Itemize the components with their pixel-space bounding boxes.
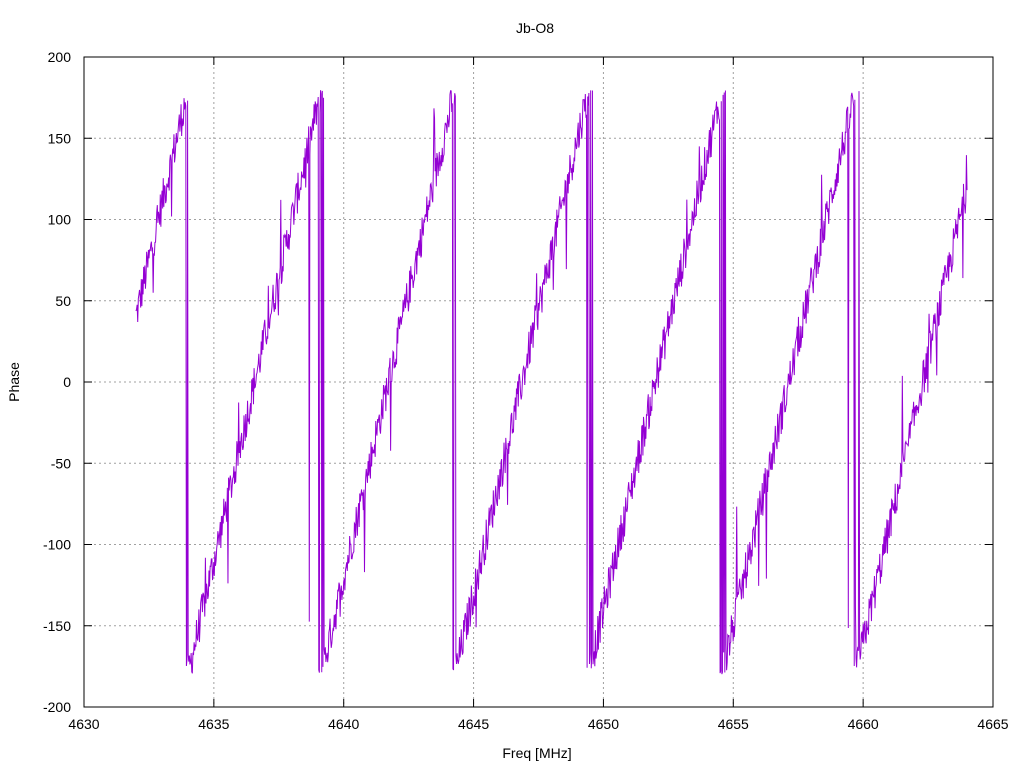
y-tick-label: -100 [43,537,71,553]
x-tick-label: 4630 [68,716,99,732]
x-tick-labels: 4630 4635 4640 4645 4650 4655 4660 4665 [68,716,1008,732]
x-tick-label: 4635 [198,716,229,732]
y-tick-label: 200 [48,49,72,65]
x-axis-title: Freq [MHz] [502,745,571,761]
x-tick-label: 4640 [328,716,359,732]
grid [84,57,993,707]
x-tick-label: 4655 [718,716,749,732]
y-tick-label: -150 [43,618,71,634]
y-axis-title: Phase [6,362,22,402]
y-tick-label: 50 [55,293,71,309]
chart-title: Jb-O8 [516,20,554,36]
phase-line [135,90,968,675]
y-tick-label: 100 [48,212,72,228]
y-tick-label: 150 [48,130,72,146]
x-tick-label: 4645 [458,716,489,732]
y-tick-label: -50 [51,455,71,471]
y-tick-label: 0 [63,374,71,390]
y-tick-labels: -200 -150 -100 -50 0 50 100 150 200 [43,49,71,715]
x-tick-label: 4660 [848,716,879,732]
axis-ticks [83,56,994,708]
x-tick-label: 4665 [977,716,1008,732]
phase-series [135,90,968,675]
x-tick-label: 4650 [588,716,619,732]
y-tick-label: -200 [43,699,71,715]
